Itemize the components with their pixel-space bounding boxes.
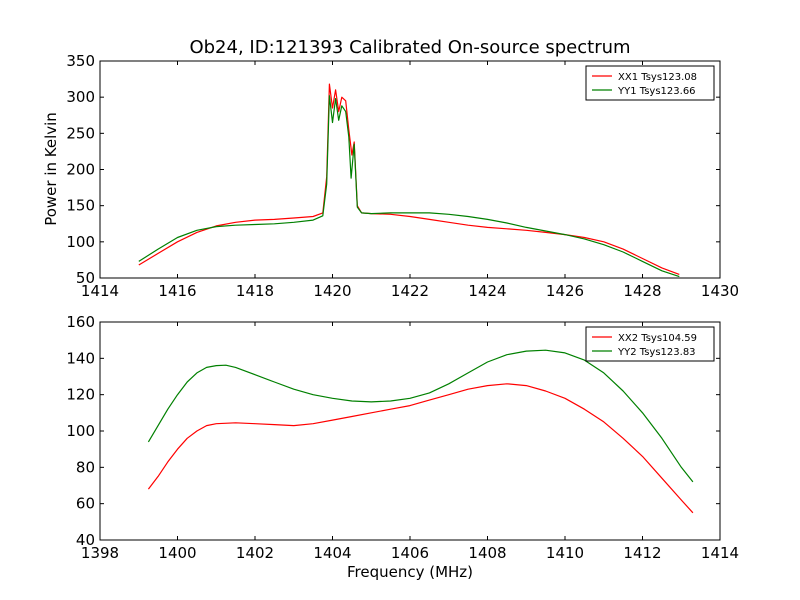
chart-2-x-tick-label: 1412 xyxy=(623,544,661,562)
chart-2-y-tick-label: 60 xyxy=(76,495,95,513)
chart-1-x-tick-label: 1416 xyxy=(158,282,196,300)
chart-1-x-tick-label: 1424 xyxy=(468,282,506,300)
chart-1-y-tick-label: 100 xyxy=(66,233,95,251)
chart-title: Ob24, ID:121393 Calibrated On-source spe… xyxy=(189,37,630,58)
chart-1-legend-label-2: YY1 Tsys123.66 xyxy=(617,86,696,97)
chart-2: 1398 1400 1402 1404 1406 1408 1410 1412 1414 40 60… xyxy=(66,313,739,562)
chart-1-x-tick-label: 1420 xyxy=(313,282,351,300)
chart-2-series-2-line xyxy=(147,349,694,483)
y-axis-label: Power in Kelvin xyxy=(42,112,60,226)
chart-2-x-tick-label: 1398 xyxy=(81,544,119,562)
chart-1-legend-label-1: XX1 Tsys123.08 xyxy=(618,72,697,83)
chart-1-x-tick-label: 1418 xyxy=(236,282,274,300)
chart-1-x-tick-label: 1428 xyxy=(623,282,661,300)
chart-2-series-1-line xyxy=(147,383,694,514)
chart-2-x-tick-label: 1400 xyxy=(158,544,196,562)
chart-1-x-tick-label: 1426 xyxy=(546,282,584,300)
chart-2-legend-label-2: YY2 Tsys123.83 xyxy=(617,347,696,358)
chart-2-legend: XX2 Tsys104.59 YY2 Tsys123.83 xyxy=(585,326,715,362)
chart-1-y-tick-label: 300 xyxy=(66,88,95,106)
chart-2-legend-box xyxy=(585,326,715,362)
chart-1-series-1-line xyxy=(138,83,680,275)
chart-2-x-tick-label: 1404 xyxy=(313,544,351,562)
chart-2-y-tick-label: 140 xyxy=(66,349,95,367)
plot-area: 1414 1416 1418 1420 1422 1424 1426 1428 1430 50 10… xyxy=(66,52,739,562)
chart-1-x-tick-label: 1422 xyxy=(391,282,429,300)
chart-1: 1414 1416 1418 1420 1422 1424 1426 1428 1430 50 10… xyxy=(66,52,739,300)
chart-1-x-tick-label: 1430 xyxy=(701,282,739,300)
chart-2-x-tick-label: 1410 xyxy=(546,544,584,562)
chart-2-y-tick-label: 160 xyxy=(66,313,95,331)
x-axis-label: Frequency (MHz) xyxy=(347,563,473,581)
chart-2-legend-label-1: XX2 Tsys104.59 xyxy=(618,333,697,344)
chart-2-x-tick-label: 1408 xyxy=(468,544,506,562)
chart-2-x-tick-label: 1402 xyxy=(236,544,274,562)
chart-2-y-tick-label: 80 xyxy=(76,458,95,476)
chart-1-y-tick-label: 150 xyxy=(66,197,95,215)
chart-1-y-tick-label: 350 xyxy=(66,52,95,70)
chart-1-y-tick-label: 200 xyxy=(66,161,95,179)
chart-2-y-tick-label: 40 xyxy=(76,531,95,549)
chart-1-legend: XX1 Tsys123.08 YY1 Tsys123.66 xyxy=(585,65,715,101)
chart-1-y-tick-label: 50 xyxy=(76,269,95,287)
chart-2-y-tick-label: 100 xyxy=(66,422,95,440)
chart-1-series-2-line xyxy=(138,95,680,278)
chart-1-y-tick-label: 250 xyxy=(66,124,95,142)
chart-2-y-tick-label: 120 xyxy=(66,386,95,404)
chart-1-x-tick-label: 1414 xyxy=(81,282,119,300)
chart-2-x-tick-label: 1414 xyxy=(701,544,739,562)
chart-1-legend-box xyxy=(585,65,715,101)
chart-2-x-tick-label: 1406 xyxy=(391,544,429,562)
